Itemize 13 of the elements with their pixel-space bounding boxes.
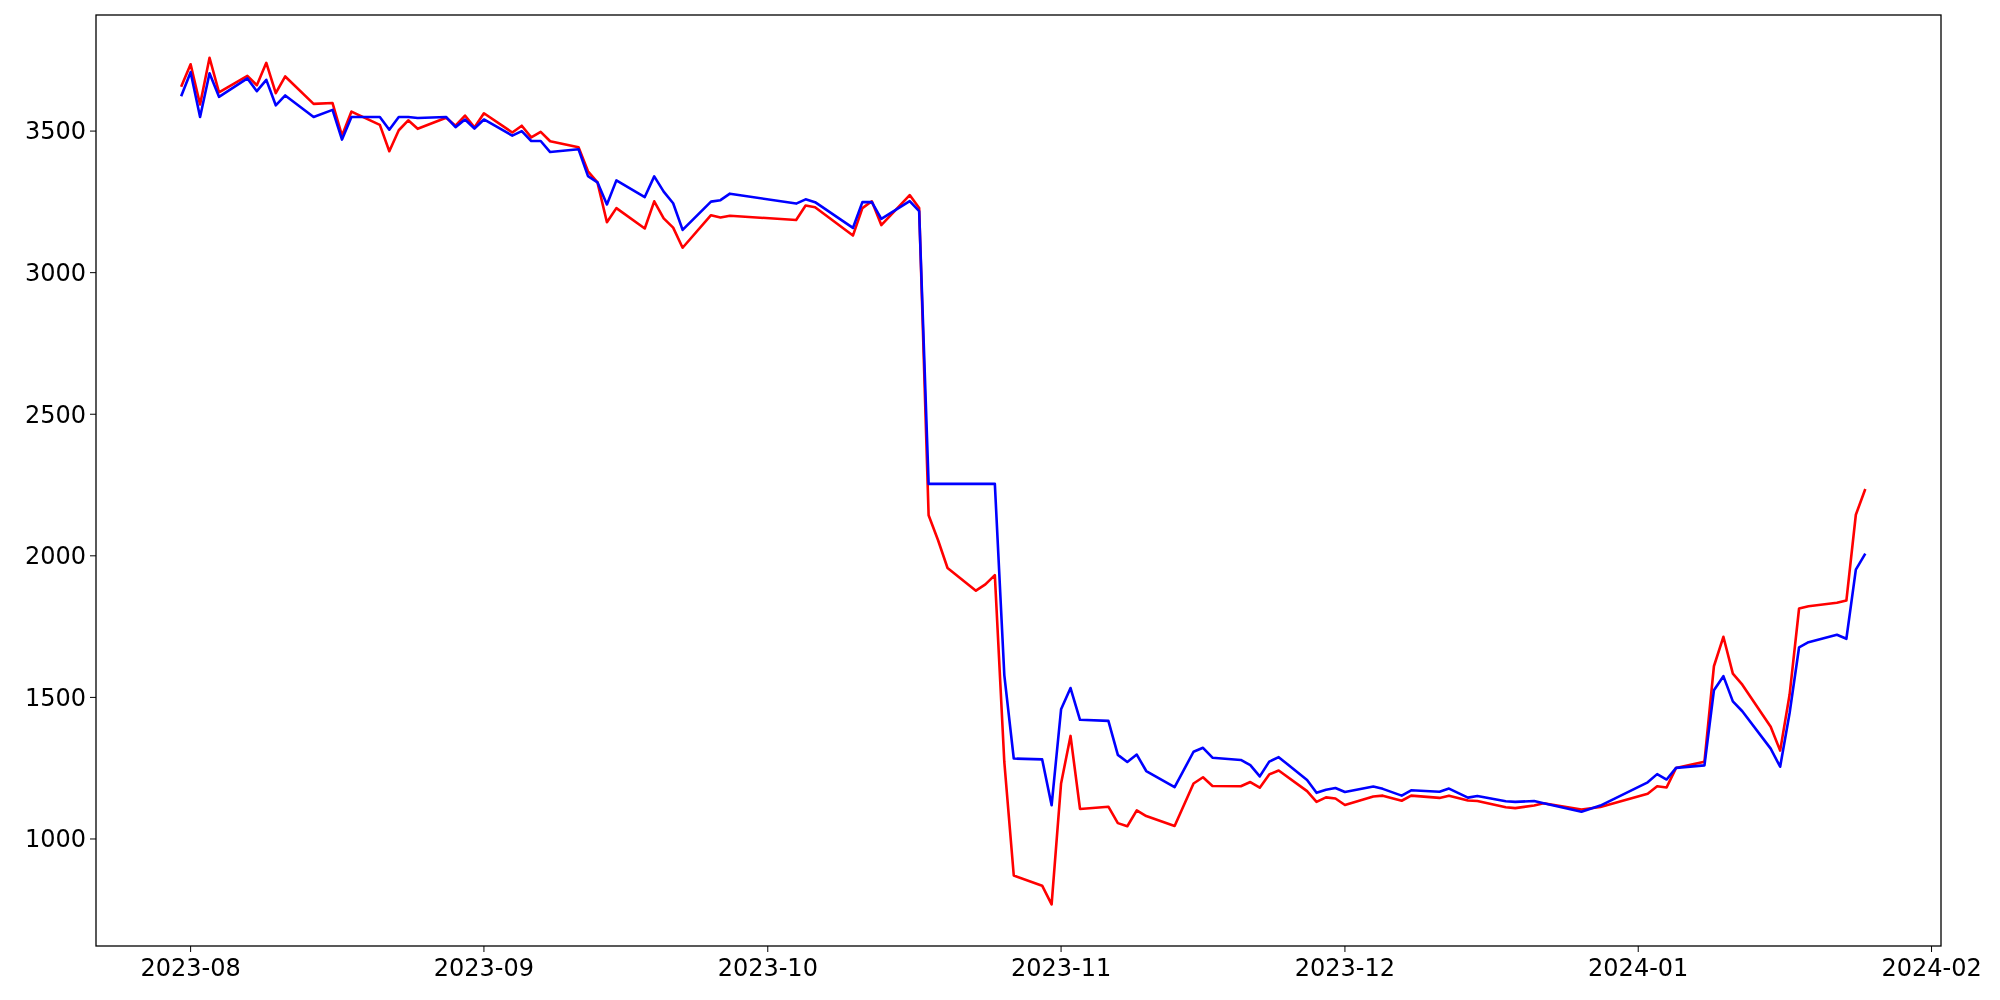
x-tick-label: 2024-01 — [1588, 954, 1689, 982]
y-tick-label: 2000 — [24, 542, 86, 571]
x-tick-label: 2023-09 — [433, 954, 535, 982]
y-tick-label: 2500 — [24, 400, 86, 429]
x-tick-label: 2023-08 — [140, 954, 241, 982]
x-tick-label: 2023-11 — [1010, 954, 1112, 982]
y-tick-label: 3000 — [24, 259, 86, 288]
y-tick-label: 1000 — [24, 825, 86, 854]
y-tick-label: 1500 — [24, 683, 86, 712]
y-tick-label: 3500 — [24, 117, 86, 146]
x-tick-label: 2023-10 — [717, 954, 818, 982]
x-tick-label: 2023-12 — [1294, 954, 1396, 982]
x-tick-label: 2024-02 — [1881, 954, 1982, 982]
